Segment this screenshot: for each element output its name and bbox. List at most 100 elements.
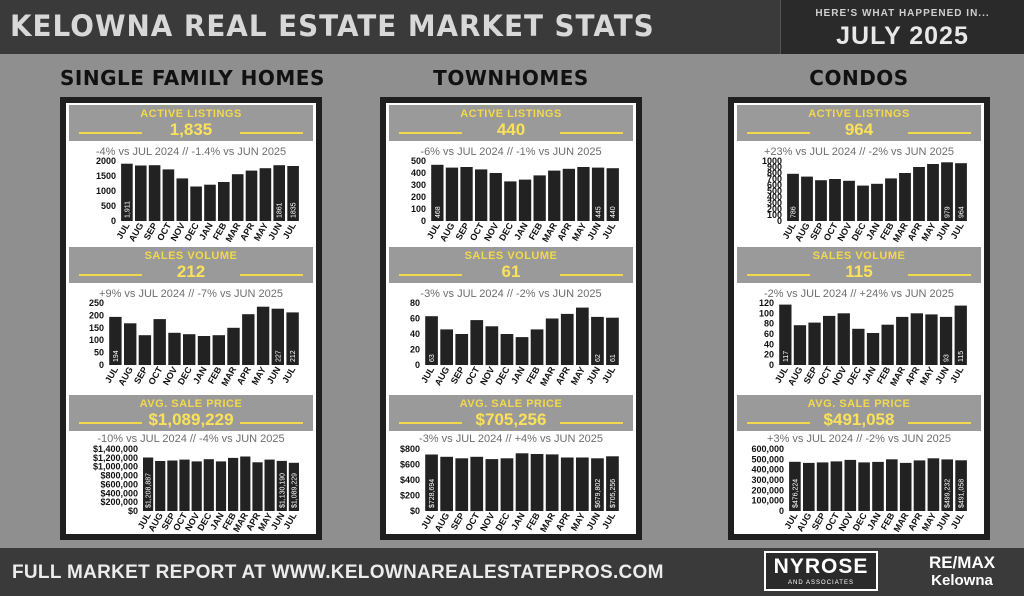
footer-bar: FULL MARKET REPORT AT WWW.KELOWNAREALEST… bbox=[0, 548, 1024, 596]
bar bbox=[153, 319, 166, 365]
report-link[interactable]: FULL MARKET REPORT AT WWW.KELOWNAREALEST… bbox=[12, 562, 664, 583]
accent-line bbox=[907, 274, 972, 276]
x-tick-label: NOV bbox=[169, 221, 187, 243]
bar bbox=[941, 459, 953, 511]
bar bbox=[162, 169, 175, 221]
bar-chart: 250200150100500194JULAUGSEPOCTNOVDECJANF… bbox=[89, 298, 299, 388]
x-tick-label: MAR bbox=[219, 365, 238, 388]
x-tick-label: AUG bbox=[438, 221, 457, 243]
bar-chart: 600,000500,000400,000300,000200,000100,0… bbox=[751, 444, 967, 534]
y-tick-label: 600 bbox=[767, 180, 782, 190]
bar bbox=[591, 167, 605, 221]
bar bbox=[252, 462, 263, 511]
bar bbox=[245, 170, 258, 221]
bar bbox=[445, 167, 459, 221]
bar-chart: 10009008007006005004003002001000786JULAU… bbox=[762, 156, 967, 244]
y-tick-label: $400 bbox=[400, 475, 420, 485]
section-title: SALES VOLUME bbox=[464, 250, 558, 262]
bar bbox=[470, 456, 484, 512]
bar bbox=[899, 462, 912, 511]
bar bbox=[286, 312, 299, 365]
comparison-text: +9% vs JUL 2024 // -7% vs JUN 2025 bbox=[99, 288, 283, 300]
bar bbox=[191, 461, 202, 511]
bar bbox=[816, 462, 829, 511]
y-tick-label: 300 bbox=[411, 180, 426, 190]
data-label: $679,802 bbox=[595, 479, 602, 508]
x-tick-label: AUG bbox=[127, 221, 146, 243]
bar bbox=[779, 304, 792, 365]
bar bbox=[576, 457, 589, 511]
section-header: SALES VOLUME 212 bbox=[69, 247, 313, 283]
month-subtitle: HERE'S WHAT HAPPENED IN... bbox=[815, 8, 990, 19]
x-tick-label: JAN bbox=[864, 221, 882, 242]
section-title: SALES VOLUME bbox=[812, 250, 906, 262]
y-tick-label: 0 bbox=[769, 360, 774, 370]
bar-chart: 20001500100050001,911JULAUGSEPOCTNOVDECJ… bbox=[96, 156, 299, 244]
data-label: 468 bbox=[435, 206, 442, 218]
x-tick-label: JUN bbox=[585, 221, 603, 242]
bar bbox=[109, 316, 122, 365]
accent-line bbox=[239, 274, 304, 276]
x-tick-label: MAY bbox=[569, 511, 587, 533]
nyrose-logo: NYROSE AND ASSOCIATES bbox=[764, 551, 878, 591]
y-tick-label: $0 bbox=[410, 506, 420, 516]
comparison-text: -4% vs JUL 2024 // -1.4% vs JUN 2025 bbox=[95, 146, 287, 158]
bar bbox=[591, 458, 604, 511]
bar bbox=[259, 168, 272, 221]
bar-chart: 5004003002001000468JULAUGSEPOCTNOVDECJAN… bbox=[411, 156, 619, 244]
bar bbox=[562, 168, 575, 221]
y-tick-label: 20 bbox=[764, 350, 774, 360]
data-label: 63 bbox=[429, 354, 436, 362]
bar bbox=[606, 317, 619, 365]
bar bbox=[844, 459, 857, 511]
bar-chart: $800$600$400$200$0$728,694JULAUGSEPOCTNO… bbox=[400, 444, 619, 534]
comparison-text: -3% vs JUL 2024 // -2% vs JUN 2025 bbox=[420, 288, 602, 300]
bar bbox=[939, 316, 953, 365]
bar bbox=[815, 180, 827, 221]
bar bbox=[179, 459, 190, 511]
data-label: 445 bbox=[596, 206, 603, 218]
data-label: 194 bbox=[113, 350, 120, 362]
y-tick-label: $0 bbox=[128, 506, 138, 516]
data-label: $476,224 bbox=[792, 479, 799, 508]
comparison-text: -6% vs JUL 2024 // -1% vs JUN 2025 bbox=[420, 146, 602, 158]
bar-chart: 80604020063JULAUGSEPOCTNOVDECJANFEBMARAP… bbox=[410, 298, 619, 388]
x-tick-label: JUN bbox=[584, 511, 602, 532]
bar bbox=[475, 169, 488, 221]
headline-value: 1,835 bbox=[169, 120, 213, 139]
bar bbox=[606, 168, 619, 221]
bar bbox=[789, 461, 801, 511]
bar bbox=[606, 456, 619, 511]
bar bbox=[500, 458, 514, 511]
data-label: $1,089,229 bbox=[291, 473, 298, 508]
bar bbox=[455, 458, 469, 511]
headline-value: 212 bbox=[176, 262, 206, 281]
data-label: $1,208,887 bbox=[146, 473, 153, 508]
accent-line bbox=[78, 132, 143, 134]
x-tick-label: MAY bbox=[569, 365, 587, 387]
bar bbox=[143, 457, 154, 511]
y-tick-label: $1,200,000 bbox=[93, 453, 138, 463]
comparison-text: -3% vs JUL 2024 // +4% vs JUN 2025 bbox=[419, 433, 603, 445]
header-bar: KELOWNA REAL ESTATE MARKET STATS HERE'S … bbox=[0, 0, 1024, 54]
bar bbox=[500, 334, 514, 365]
y-tick-label: 200,000 bbox=[751, 485, 784, 495]
bar bbox=[135, 165, 147, 221]
y-tick-label: 100 bbox=[767, 210, 782, 220]
y-tick-label: $200,000 bbox=[100, 497, 138, 507]
headline-value: 115 bbox=[845, 262, 873, 281]
x-tick-label: NOV bbox=[478, 365, 496, 387]
bar bbox=[530, 454, 544, 511]
remax-logo: RE/MAX Kelowna bbox=[912, 554, 1012, 590]
section-header: ACTIVE LISTINGS 440 bbox=[389, 105, 633, 141]
x-tick-label: AUG bbox=[793, 221, 812, 243]
bar-chart: $1,400,000$1,200,000$1,000,000$800,000$6… bbox=[93, 444, 299, 534]
bar bbox=[801, 176, 813, 221]
headline-value: $491,058 bbox=[823, 410, 895, 429]
x-tick-label: JUL bbox=[948, 365, 965, 385]
y-tick-label: 150 bbox=[89, 323, 104, 333]
bar bbox=[913, 167, 925, 221]
column-title-condos: CONDOS bbox=[809, 66, 909, 90]
bar bbox=[440, 456, 453, 512]
bar bbox=[548, 170, 561, 221]
